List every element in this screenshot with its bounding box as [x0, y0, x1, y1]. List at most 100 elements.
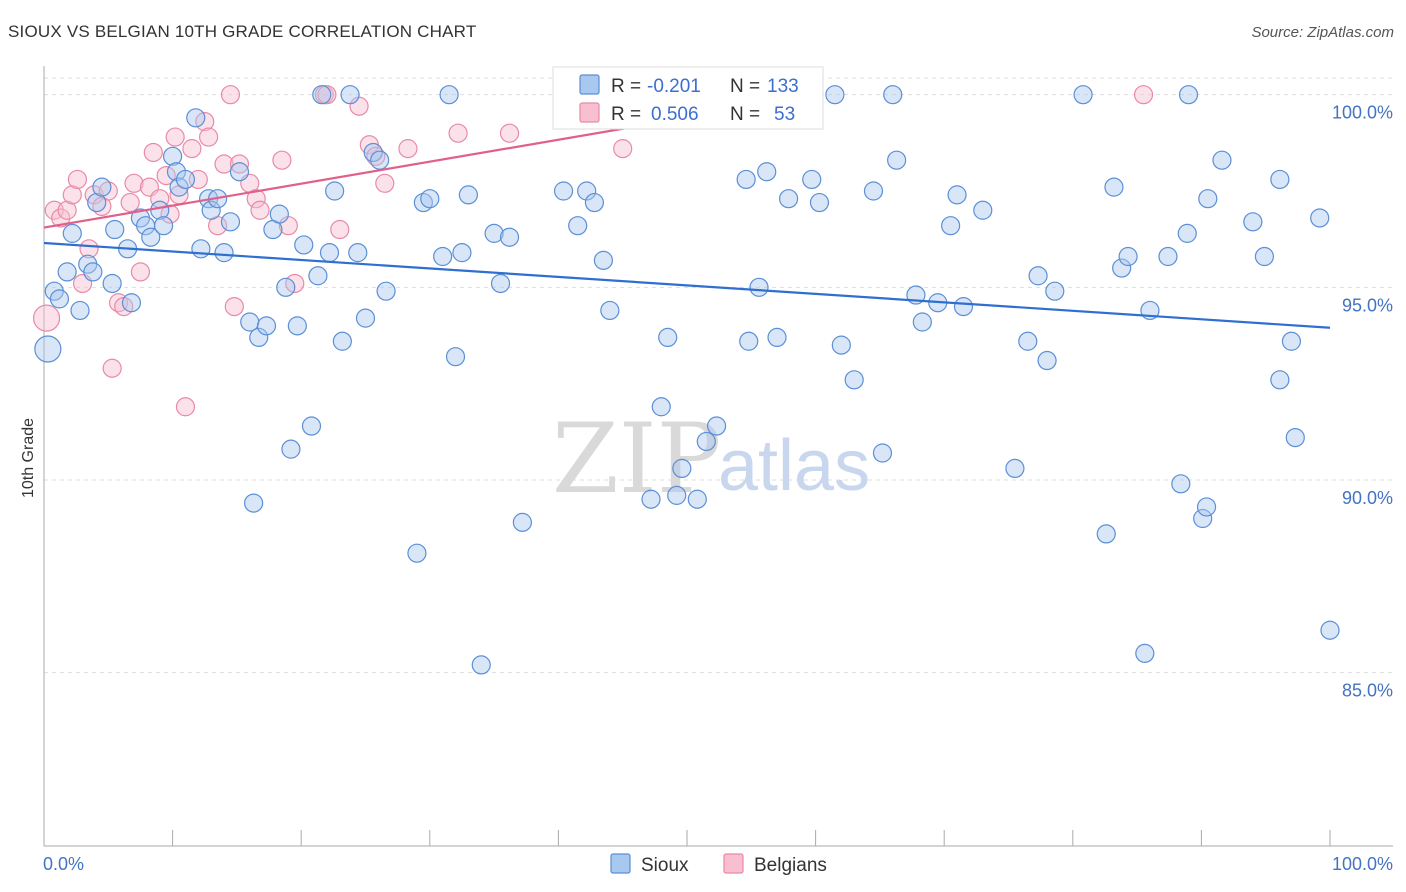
- sioux-point: [641, 489, 661, 509]
- belgian-point: [448, 123, 468, 143]
- sioux-point: [802, 169, 822, 190]
- sioux-point: [831, 335, 851, 355]
- sioux-point: [301, 416, 322, 436]
- x-tick-label-max: 100.0%: [1332, 854, 1393, 874]
- sioux-point: [269, 204, 289, 224]
- axes: [43, 66, 1393, 847]
- sioux-point: [153, 216, 174, 236]
- x-tick-label-min: 0.0%: [43, 854, 84, 874]
- y-tick-label-95: 95.0%: [1342, 295, 1393, 315]
- sioux-point: [1198, 189, 1218, 209]
- belgian-point: [1133, 85, 1154, 105]
- sioux-point: [175, 169, 196, 190]
- sioux-point: [1196, 497, 1217, 517]
- sioux-point: [953, 296, 974, 317]
- watermark-zip: ZIP: [552, 403, 721, 515]
- sioux-point: [471, 655, 491, 675]
- sioux-point: [121, 293, 142, 313]
- belgian-point: [165, 127, 185, 147]
- sioux-point: [739, 331, 759, 351]
- belgian-point: [317, 85, 337, 105]
- y-tick-label-85: 85.0%: [1342, 681, 1393, 701]
- y-tick-labels: 85.0% 90.0% 95.0% 100.0%: [1332, 103, 1393, 701]
- sioux-point: [577, 181, 597, 201]
- sioux-point: [863, 181, 884, 201]
- sioux-point: [1193, 508, 1213, 529]
- sioux-point: [249, 327, 269, 348]
- belgian-point: [84, 185, 104, 205]
- sioux-point: [312, 85, 332, 105]
- sioux-point: [912, 312, 932, 332]
- belgian-point: [175, 397, 196, 417]
- sioux-points: [34, 85, 1340, 675]
- sioux-point: [1281, 331, 1302, 351]
- sioux-point: [1178, 85, 1199, 105]
- belgian-point: [79, 239, 99, 259]
- legend-sioux-r-value: -0.201: [647, 76, 701, 97]
- belgian-point: [246, 189, 266, 209]
- belgian-point: [57, 200, 77, 220]
- sioux-point: [376, 281, 396, 301]
- sioux-point: [749, 277, 769, 297]
- sioux-point: [1285, 427, 1305, 448]
- sioux-point: [1005, 458, 1025, 479]
- sioux-point: [941, 216, 961, 236]
- sioux-point: [1310, 208, 1330, 228]
- belgian-point: [220, 85, 241, 105]
- sioux-point: [706, 416, 727, 436]
- sioux-point: [92, 177, 112, 197]
- sioux-point: [370, 150, 390, 170]
- sioux-point: [1270, 169, 1290, 190]
- sioux-point: [105, 219, 125, 240]
- sioux-point: [62, 223, 82, 243]
- sioux-point: [696, 431, 716, 452]
- belgian-point: [156, 165, 176, 186]
- sioux-point: [883, 85, 903, 105]
- sioux-point: [83, 262, 103, 282]
- sioux-point: [512, 512, 532, 532]
- sioux-point: [1270, 370, 1290, 390]
- sioux-point: [687, 489, 707, 509]
- sioux-point: [593, 250, 614, 270]
- sioux-point: [287, 316, 307, 336]
- belgian-point: [102, 358, 122, 378]
- sioux-point: [87, 192, 107, 213]
- sioux-point: [1254, 246, 1275, 267]
- sioux-point: [844, 370, 864, 390]
- legend-belgian-r-label: R =: [611, 104, 641, 125]
- sioux-point: [49, 289, 70, 309]
- bottom-legend-belgian: Belgians: [754, 855, 827, 876]
- sioux-point: [667, 485, 687, 505]
- belgian-point: [250, 200, 270, 220]
- sioux-point: [1320, 620, 1340, 640]
- sioux-point: [191, 239, 211, 259]
- legend-swatch-belgian: [579, 102, 600, 123]
- sioux-point: [1028, 266, 1048, 286]
- belgian-point: [272, 150, 292, 170]
- sioux-point: [201, 200, 221, 220]
- legend-belgian-n-value: 53: [774, 104, 795, 125]
- belgian-point: [130, 262, 151, 282]
- sioux-point: [658, 327, 678, 348]
- sioux-point: [757, 162, 777, 182]
- sioux-point: [319, 243, 340, 263]
- sioux-point: [407, 543, 427, 563]
- legend-swatch-sioux: [579, 74, 600, 95]
- sioux-point: [169, 177, 189, 197]
- sioux-point: [355, 308, 376, 328]
- bottom-legend-sioux: Sioux: [641, 855, 689, 876]
- sioux-point: [256, 316, 277, 336]
- sioux-point: [1158, 246, 1178, 267]
- sioux-point: [973, 200, 993, 220]
- sioux-point: [767, 327, 787, 348]
- sioux-point: [420, 189, 440, 209]
- sioux-point: [1037, 350, 1057, 371]
- sioux-point: [433, 246, 453, 267]
- sioux-point: [34, 335, 62, 363]
- bottom-legend-swatch-belgian: [723, 853, 744, 874]
- sioux-point: [484, 223, 504, 243]
- sioux-point: [458, 185, 478, 205]
- source-label: Source: ZipAtlas.com: [1251, 24, 1394, 41]
- correlation-legend: R = -0.201 N = 133 R = 0.506 N = 53: [552, 66, 824, 130]
- sioux-point: [439, 85, 459, 105]
